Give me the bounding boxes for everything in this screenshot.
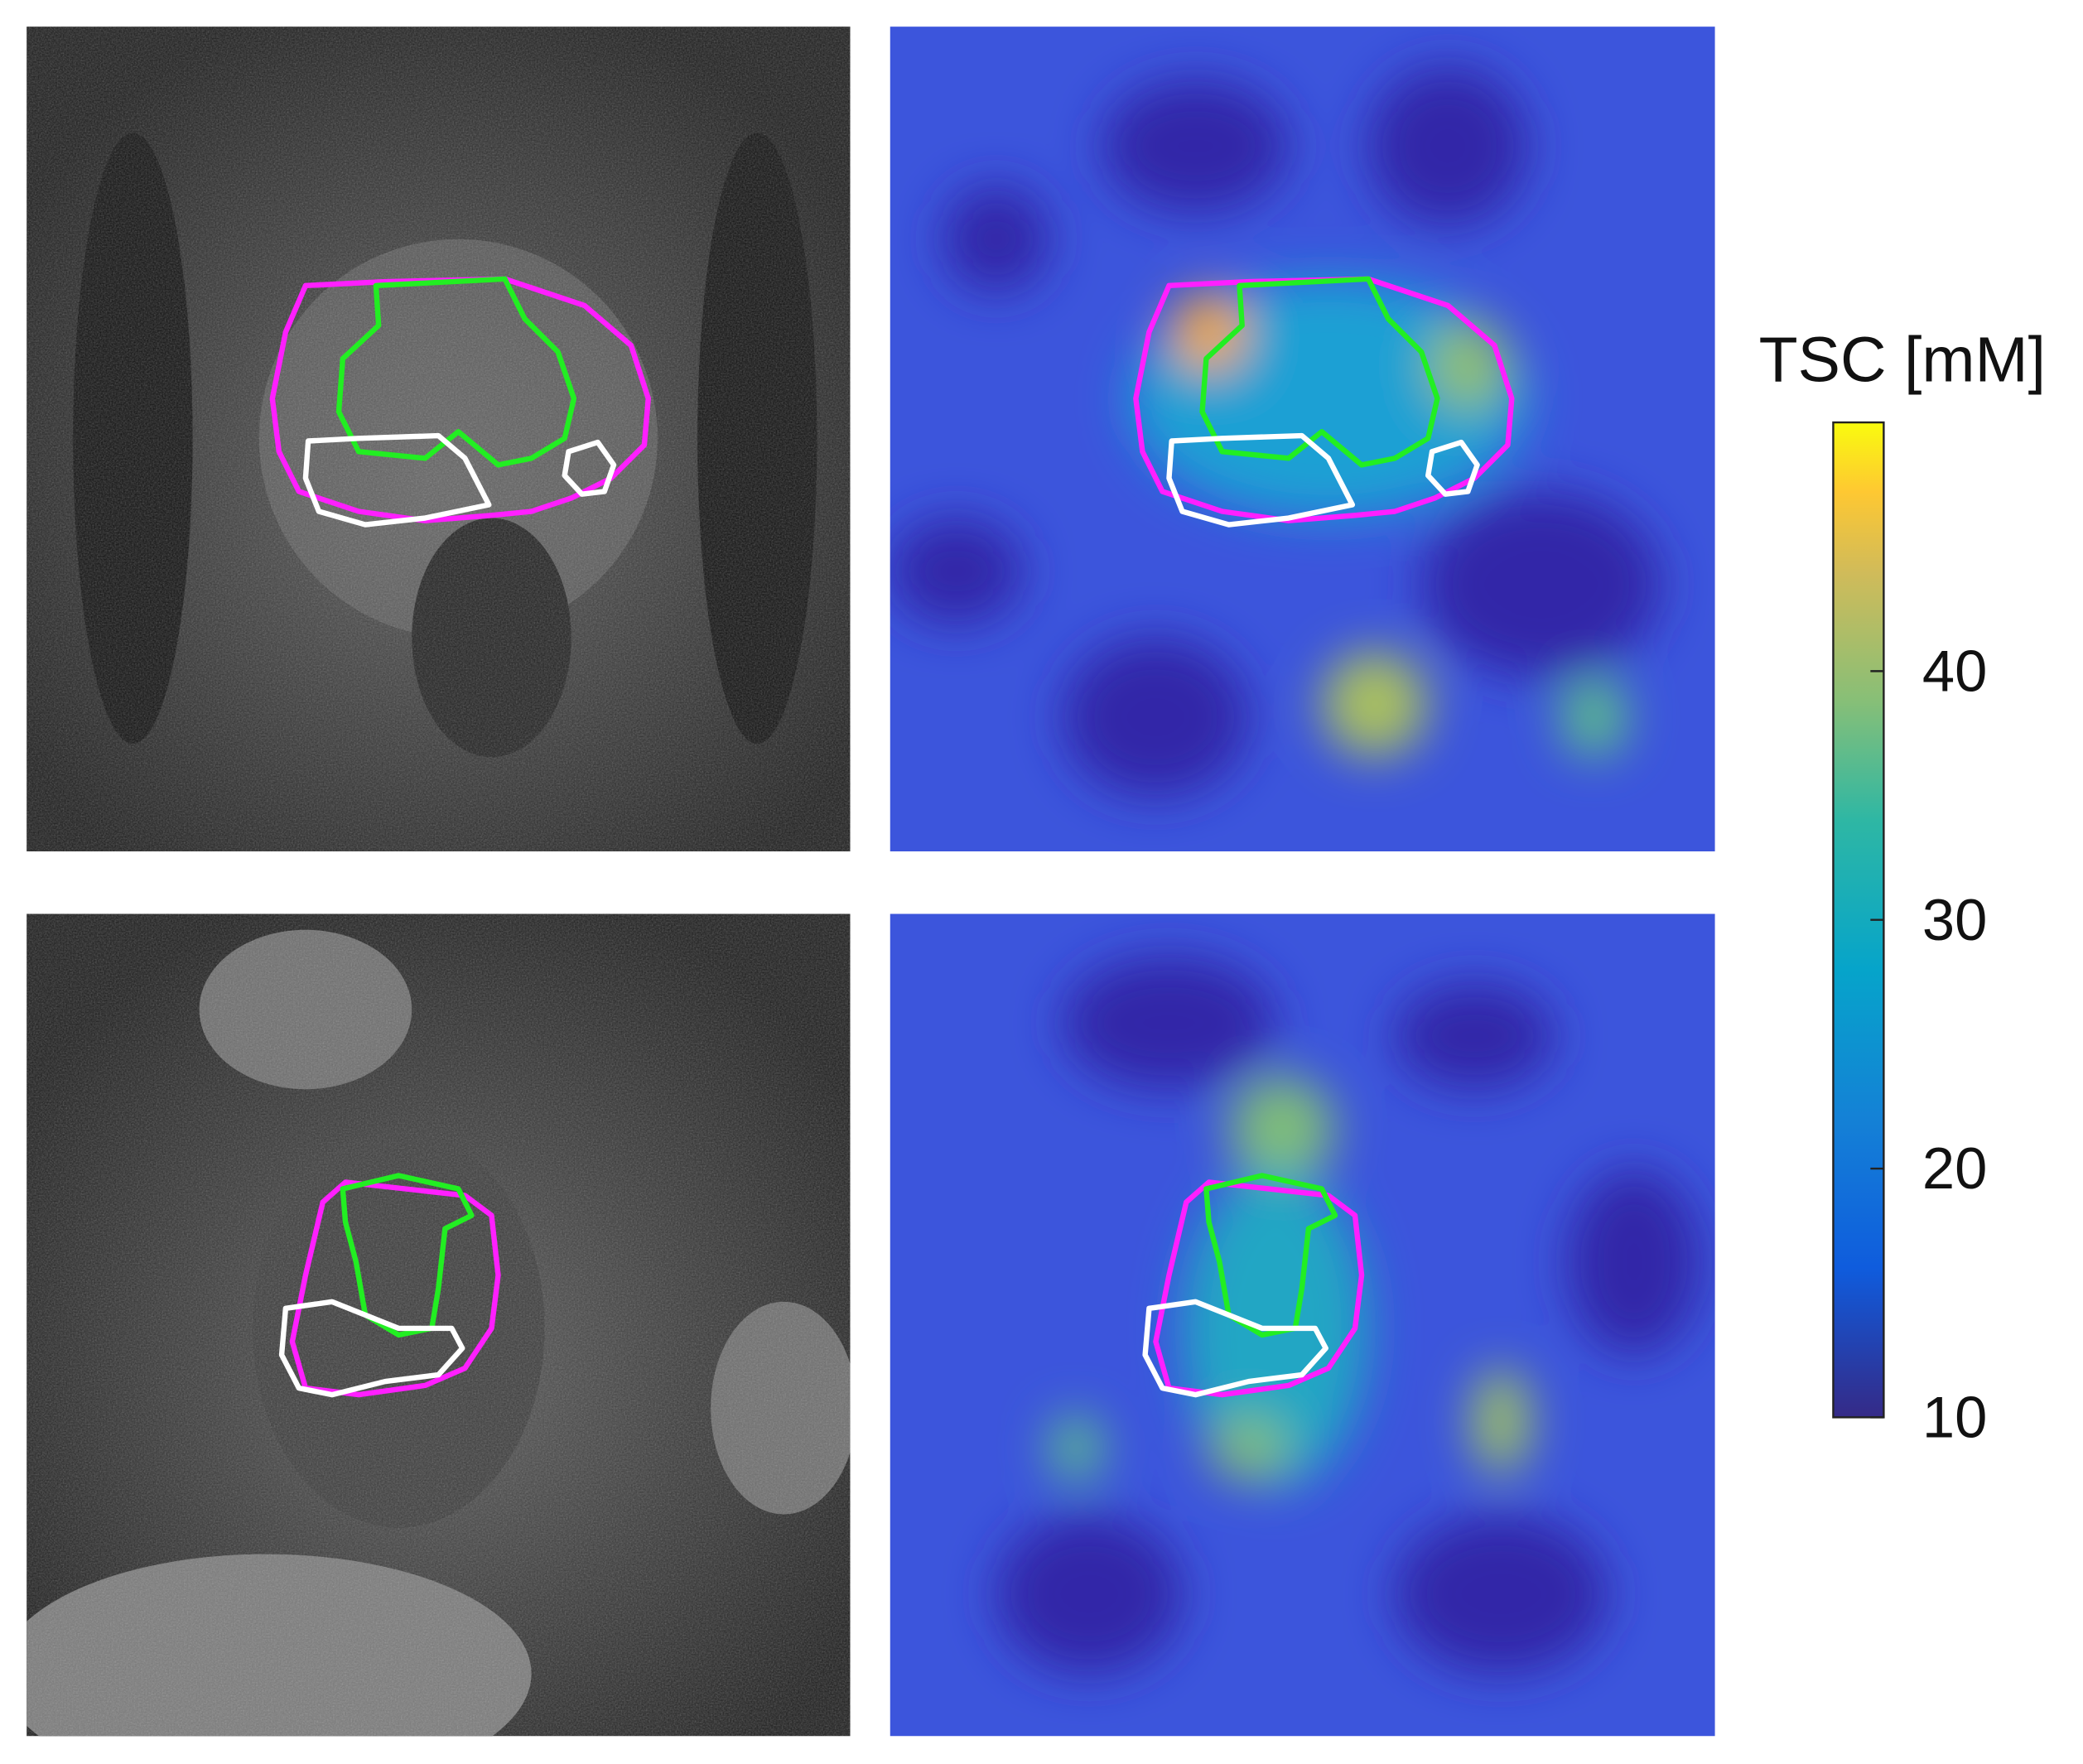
contours [269,276,651,528]
tsc-map-bottom [890,913,1715,1737]
colorbar-tick-label: 30 [1922,887,1988,952]
colorbar-tick-label: 40 [1922,638,1988,703]
mri-panel-bottom [27,913,851,1737]
colorbar-tick-label: 10 [1922,1384,1988,1449]
contours [1133,276,1515,528]
colorbar-tick-label: 20 [1922,1135,1988,1201]
contours [278,1173,501,1398]
contours [1142,1173,1365,1398]
colorbar-label: TSC [mM] [1759,324,2046,395]
colorbar-ticks: 10 20 30 40 [1870,638,1987,1449]
